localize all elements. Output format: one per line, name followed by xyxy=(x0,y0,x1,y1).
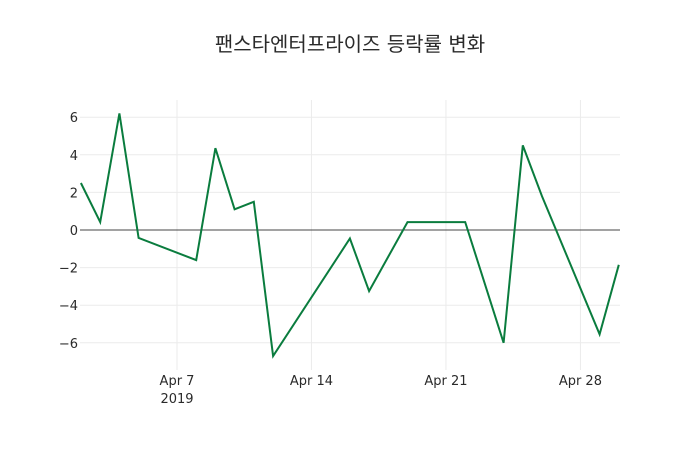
y-tick-label: −6 xyxy=(59,337,78,352)
x-tick-label: Apr 21 xyxy=(424,374,467,389)
y-tick-label: 6 xyxy=(70,111,78,126)
y-tick-label: 0 xyxy=(70,224,78,239)
x-tick-label: Apr 7 xyxy=(160,374,195,389)
y-tick-label: 4 xyxy=(70,149,78,164)
grid-lines xyxy=(80,100,620,370)
chart-title: 팬스타엔터프라이즈 등락률 변화 xyxy=(214,32,486,56)
x-tick-year-label: 2019 xyxy=(160,392,193,407)
y-tick-label: 2 xyxy=(70,186,78,201)
y-axis-ticks: 6 4 2 0 −2 −4 −6 xyxy=(59,111,78,352)
y-tick-label: −4 xyxy=(59,299,78,314)
x-tick-label: Apr 28 xyxy=(559,374,602,389)
series-line xyxy=(80,113,620,359)
x-tick-label: Apr 14 xyxy=(290,374,333,389)
y-tick-label: −2 xyxy=(59,262,78,277)
data-series xyxy=(80,113,620,359)
x-axis-ticks: Apr 7 2019 Apr 14 Apr 21 Apr 28 xyxy=(160,374,602,407)
